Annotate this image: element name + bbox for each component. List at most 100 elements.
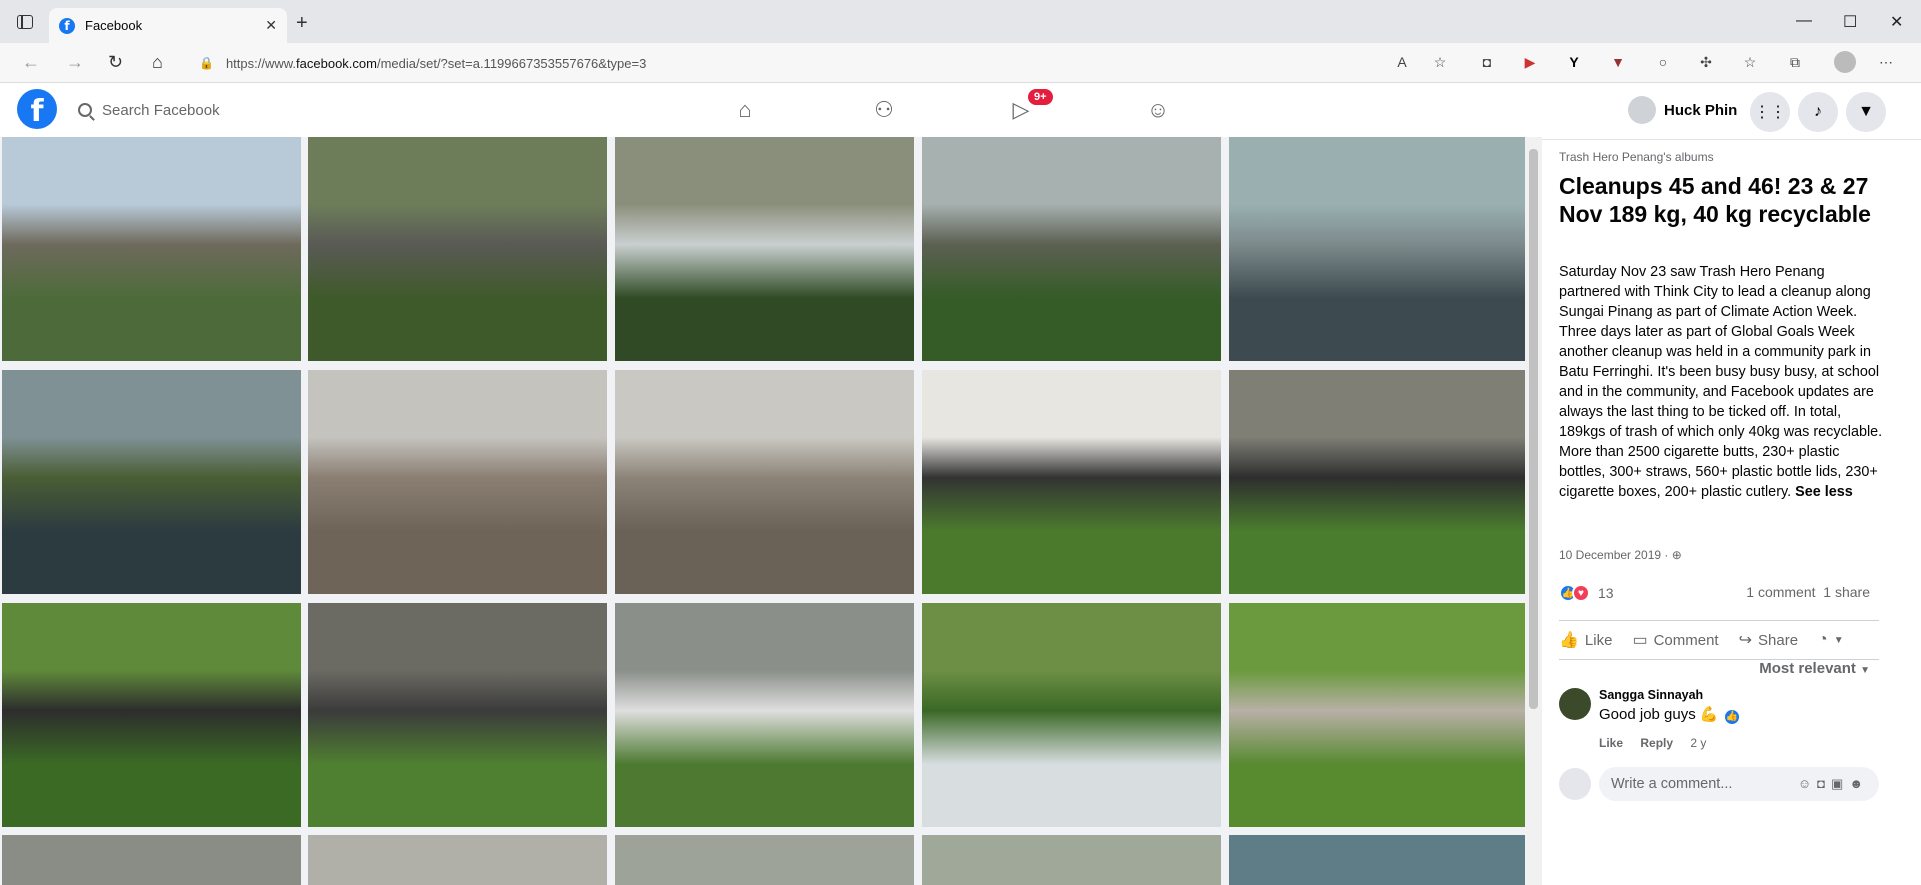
tab-actions-icon[interactable] (17, 15, 33, 29)
my-avatar (1559, 768, 1591, 800)
close-tab-icon[interactable]: ✕ (265, 17, 277, 33)
album-title: Cleanups 45 and 46! 23 & 27 Nov 189 kg, … (1559, 173, 1871, 227)
share-button[interactable]: ↪ Share (1739, 630, 1798, 650)
extensions-puzzle-icon[interactable]: ✣ (1700, 53, 1712, 70)
album-photo[interactable] (308, 835, 607, 885)
photo-grid (0, 137, 1525, 885)
album-photo[interactable] (1229, 137, 1525, 361)
comment-author[interactable]: Sangga Sinnayah (1599, 688, 1704, 702)
home-icon[interactable]: ⌂ (152, 52, 163, 72)
menu-grid-icon[interactable]: ⋮⋮ (1750, 92, 1790, 132)
post-actions: 👍 Like ▭ Comment ↪ Share ◔ ▼ (1559, 620, 1879, 660)
refresh-icon[interactable]: ↻ (108, 52, 124, 72)
comment-age: 2 y (1690, 735, 1707, 750)
browser-menu-icon[interactable]: ⋯ (1879, 53, 1893, 70)
comment-share-stats: 1 comment 1 share (1746, 584, 1870, 600)
close-window-icon[interactable]: ✕ (1890, 14, 1904, 31)
maximize-icon[interactable]: ☐ (1843, 14, 1858, 31)
forward-icon[interactable]: → (66, 52, 84, 72)
camera-icon[interactable]: ◘ (1482, 54, 1492, 70)
address-bar-row: ← → ↻ ⌂ 🔒 https://www. facebook.com/media… (0, 43, 1921, 83)
dislike-extension-icon[interactable]: ▼ (1611, 54, 1625, 70)
circle-extension-icon[interactable]: ○ (1658, 54, 1668, 70)
comment-count[interactable]: 1 comment (1746, 584, 1816, 600)
comment-reply-link[interactable]: Reply (1640, 735, 1674, 750)
account-chevron-icon[interactable]: ▼ (1846, 92, 1886, 132)
reaction-count: 13 (1598, 585, 1614, 601)
album-photo[interactable] (2, 603, 301, 827)
friends-nav-icon[interactable]: ⚇ (874, 97, 894, 122)
chevron-down-icon: ▼ (1833, 634, 1844, 646)
url-path: /media/set/?set=a.1199667353557676&type=… (376, 55, 647, 71)
reactions-summary[interactable]: 👍 ♥ 13 (1559, 584, 1614, 602)
new-tab-icon[interactable]: + (296, 12, 308, 34)
groups-nav-icon[interactable]: ☺ (1146, 97, 1170, 122)
watch-nav-icon[interactable]: ▷ (1012, 97, 1030, 122)
album-photo[interactable] (308, 603, 607, 827)
audience-selector[interactable]: ◔ ▼ (1818, 631, 1844, 649)
grid-scrollbar-thumb[interactable] (1529, 149, 1538, 709)
search-placeholder: Search Facebook (102, 101, 220, 119)
back-icon[interactable]: ← (22, 52, 40, 72)
album-photo[interactable] (1229, 370, 1525, 594)
search-input[interactable]: Search Facebook (68, 92, 268, 128)
user-name: Huck Phin (1664, 101, 1738, 119)
album-info-panel: Trash Hero Penang's albums Cleanups 45 a… (1545, 140, 1921, 885)
thumbs-up-icon: 👍 (1559, 632, 1579, 649)
speech-bubble-icon: ▭ (1632, 632, 1648, 649)
album-photo[interactable] (615, 137, 914, 361)
sort-chevron-icon: ▼ (1860, 665, 1870, 676)
share-count[interactable]: 1 share (1823, 584, 1870, 600)
favorites-icon[interactable]: ☆ (1743, 53, 1757, 70)
minimize-icon[interactable]: — (1796, 12, 1812, 29)
album-photo[interactable] (922, 137, 1221, 361)
album-photo[interactable] (2, 370, 301, 594)
album-photo[interactable] (2, 137, 301, 361)
post-date: 10 December 2019 · ⊕ (1559, 548, 1682, 562)
album-description: Saturday Nov 23 saw Trash Hero Penang pa… (1559, 262, 1889, 502)
comment-meta: Like Reply 2 y (1599, 736, 1799, 750)
browser-tab-bar: f Facebook ✕ + — ☐ ✕ (0, 0, 1921, 43)
favorite-star-icon[interactable]: ☆ (1433, 53, 1447, 70)
album-photo[interactable] (922, 603, 1221, 827)
comment-sort-dropdown[interactable]: Most relevant ▼ (1759, 660, 1870, 677)
comment-input[interactable]: Write a comment... ☺◘▣☻ (1599, 767, 1879, 801)
see-less-link[interactable]: See less (1795, 484, 1853, 500)
like-button[interactable]: 👍 Like (1559, 630, 1612, 650)
album-photo[interactable] (1229, 835, 1525, 885)
album-photo[interactable] (308, 370, 607, 594)
user-avatar (1628, 96, 1656, 124)
globe-icon: ⊕ (1671, 548, 1682, 562)
read-aloud-icon[interactable]: A (1397, 54, 1407, 70)
like-label: Like (1584, 631, 1613, 649)
home-nav-icon[interactable]: ⌂ (738, 97, 752, 122)
love-reaction-icon: ♥ (1572, 584, 1590, 602)
profile-shortcut[interactable]: Huck Phin (1628, 96, 1737, 124)
collections-icon[interactable]: ⧉ (1790, 53, 1800, 70)
album-photo[interactable] (922, 370, 1221, 594)
album-photo[interactable] (615, 370, 914, 594)
grid-scrollbar[interactable] (1525, 137, 1542, 885)
album-photo[interactable] (1229, 603, 1525, 827)
y-extension-icon[interactable]: Y (1569, 54, 1579, 70)
album-photo[interactable] (922, 835, 1221, 885)
comment-like-link[interactable]: Like (1599, 735, 1624, 750)
share-arrow-icon: ↪ (1738, 632, 1753, 649)
comment-text: Good job guys 💪 👍 (1599, 705, 1799, 726)
album-photo[interactable] (615, 603, 914, 827)
comment-attach-icons[interactable]: ☺◘▣☻ (1797, 776, 1869, 791)
commenter-avatar[interactable] (1559, 688, 1591, 720)
youtube-extension-icon[interactable]: ▶ (1524, 53, 1536, 70)
browser-profile-avatar[interactable] (1834, 51, 1856, 73)
album-photo[interactable] (308, 137, 607, 361)
watch-notification-badge: 9+ (1028, 89, 1053, 105)
browser-tab[interactable]: f Facebook ✕ (49, 8, 287, 43)
notifications-bell-icon[interactable]: ♪ (1798, 92, 1838, 132)
write-comment-row: Write a comment... ☺◘▣☻ (1559, 766, 1879, 802)
album-photo[interactable] (615, 835, 914, 885)
album-photo[interactable] (2, 835, 301, 885)
facebook-logo-icon[interactable]: f (17, 89, 57, 129)
comment-button[interactable]: ▭ Comment (1632, 630, 1718, 650)
albums-breadcrumb[interactable]: Trash Hero Penang's albums (1559, 150, 1714, 164)
url-field[interactable]: 🔒 https://www. facebook.com/media/set/?se… (199, 50, 1379, 76)
